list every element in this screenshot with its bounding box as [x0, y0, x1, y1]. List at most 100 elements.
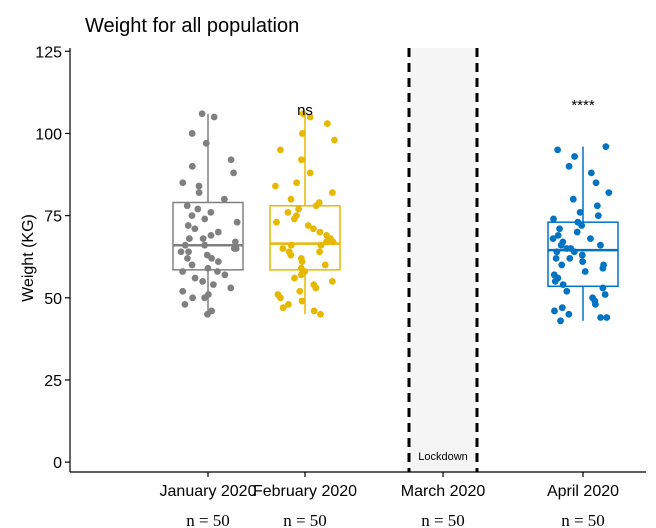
data-point — [227, 284, 235, 292]
lockdown-label: Lockdown — [418, 451, 468, 463]
data-point — [195, 189, 203, 197]
data-point — [310, 307, 318, 315]
data-point — [579, 258, 587, 266]
chart-title: Weight for all population — [85, 15, 299, 37]
data-point — [203, 251, 211, 259]
data-point — [181, 300, 189, 308]
significance-label: ns — [297, 102, 313, 119]
data-point — [310, 281, 318, 289]
data-point — [323, 120, 331, 127]
data-point — [296, 287, 304, 295]
data-point — [287, 241, 295, 249]
data-point — [554, 231, 562, 239]
data-point — [181, 241, 189, 249]
data-point — [272, 182, 279, 190]
data-point — [279, 304, 287, 312]
data-point — [227, 156, 235, 164]
data-point — [188, 261, 196, 269]
data-point — [310, 225, 317, 233]
data-point — [183, 202, 191, 210]
data-point — [551, 307, 558, 315]
data-point — [210, 113, 218, 121]
data-point — [559, 281, 567, 289]
data-point — [557, 317, 564, 325]
data-point — [558, 261, 566, 269]
data-point — [204, 291, 212, 298]
data-point — [566, 254, 574, 262]
data-point — [191, 274, 199, 282]
data-point — [199, 277, 207, 285]
data-point — [573, 228, 581, 236]
data-point — [592, 179, 600, 187]
data-point — [559, 238, 567, 246]
data-point — [297, 264, 305, 272]
data-point — [554, 146, 562, 154]
data-point — [306, 113, 314, 121]
data-point — [198, 110, 206, 118]
data-point — [204, 264, 212, 272]
data-point — [316, 228, 324, 236]
data-point — [315, 199, 323, 206]
data-point — [295, 205, 303, 213]
y-tick-label: 0 — [53, 455, 62, 472]
sample-size-label: n = 50 — [421, 511, 465, 528]
data-point — [297, 254, 305, 262]
data-point — [589, 294, 597, 302]
data-point — [574, 218, 582, 226]
data-point — [214, 268, 221, 275]
x-tick-label: March 2020 — [401, 483, 486, 500]
data-point — [207, 231, 215, 239]
data-point — [208, 307, 216, 315]
data-point — [605, 189, 613, 197]
data-point — [177, 248, 185, 256]
data-point — [298, 130, 306, 137]
y-tick-label: 75 — [44, 209, 62, 226]
data-point — [188, 130, 196, 137]
data-point — [601, 291, 609, 298]
data-point — [285, 248, 293, 256]
data-point — [231, 238, 239, 246]
data-point — [603, 314, 611, 321]
data-point — [230, 169, 237, 177]
data-point — [599, 284, 607, 292]
data-point — [214, 228, 222, 236]
data-point — [549, 235, 557, 243]
data-point — [550, 215, 557, 223]
data-point — [581, 268, 589, 275]
data-point — [550, 271, 558, 279]
significance-label: **** — [571, 97, 595, 114]
data-point — [279, 245, 287, 252]
data-point — [317, 241, 325, 249]
data-point — [316, 248, 323, 256]
x-tick-label: February 2020 — [253, 483, 357, 500]
data-point — [306, 169, 314, 177]
data-point — [558, 304, 566, 312]
data-point — [576, 208, 584, 216]
sample-size-label: n = 50 — [283, 511, 327, 528]
sample-size-label: n = 50 — [186, 511, 230, 528]
plot-area: Lockdown 0 25 50 75 100 125 January 2020 n = 50 F… — [35, 44, 646, 528]
data-point — [220, 195, 228, 203]
data-point — [552, 254, 560, 262]
y-axis-label: Weight (KG) — [20, 214, 37, 302]
data-point — [328, 277, 336, 285]
data-point — [600, 261, 607, 269]
data-point — [587, 169, 595, 177]
data-point — [291, 274, 298, 282]
lockdown-band — [409, 48, 477, 472]
data-point — [214, 258, 222, 266]
data-point — [221, 271, 229, 279]
data-point — [188, 212, 196, 220]
data-point — [298, 297, 306, 305]
data-point — [553, 248, 561, 256]
data-point — [323, 231, 331, 239]
data-point — [569, 195, 577, 203]
data-point — [567, 245, 575, 252]
data-point — [201, 215, 209, 223]
data-point — [593, 202, 601, 210]
data-point — [185, 235, 193, 243]
data-point — [209, 281, 217, 289]
data-point — [179, 179, 187, 187]
data-point — [273, 218, 280, 226]
data-point — [191, 225, 199, 233]
